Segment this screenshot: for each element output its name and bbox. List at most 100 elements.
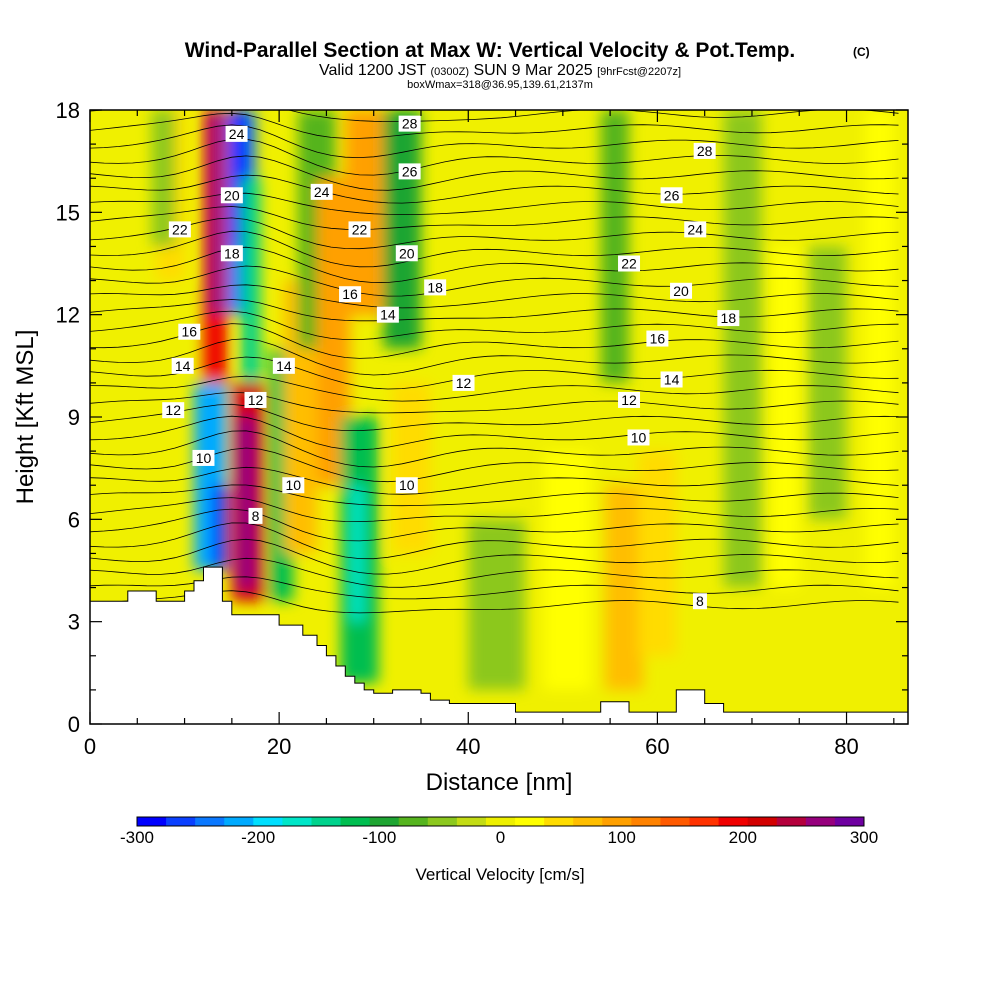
isentrope-line <box>90 447 899 483</box>
colorbar: -300 -200 -100 0 100 200 300 <box>120 816 878 847</box>
contour-label-text: 14 <box>664 371 680 387</box>
contour-label: 24 <box>310 183 333 200</box>
isentrope-line <box>90 356 899 390</box>
colorbar-swatch <box>544 817 574 826</box>
contour-label-bg <box>220 245 243 262</box>
isentrope-line <box>90 338 899 376</box>
x-axis: 0 20 40 60 80 <box>84 110 895 759</box>
contour-label-text: 16 <box>342 286 358 302</box>
x-axis-title: Distance [nm] <box>426 769 573 796</box>
contour-label-bg <box>660 371 683 388</box>
contour-label-text: 12 <box>248 392 264 408</box>
isentrope-line <box>90 323 899 359</box>
isentrope-line <box>90 138 899 176</box>
contour-label-text: 28 <box>402 116 418 132</box>
contour-label: 26 <box>398 163 421 180</box>
colorbar-swatch <box>515 817 545 826</box>
contour-label: 12 <box>244 391 267 408</box>
isentrope-line <box>90 508 899 542</box>
y-axis: 0 3 6 9 12 15 18 <box>56 98 908 737</box>
isentrope-line <box>90 299 899 322</box>
contour-label-bg <box>225 125 248 142</box>
velocity-cell <box>770 246 800 588</box>
contour-label: 12 <box>618 391 641 408</box>
contour-label: 22 <box>348 221 371 238</box>
colorbar-swatch <box>340 817 371 826</box>
contour-label: 16 <box>178 323 201 340</box>
colorbar-swatch <box>282 817 312 826</box>
velocity-cell <box>723 110 762 588</box>
contour-label: 12 <box>452 374 475 391</box>
contour-label-bg <box>618 255 641 272</box>
contour-label-text: 24 <box>314 184 330 200</box>
colorbar-swatch <box>166 817 196 826</box>
x-tick-label: 80 <box>834 734 858 759</box>
colorbar-swatch <box>253 817 283 826</box>
contour-label-text: 28 <box>697 143 713 159</box>
contour-label-text: 18 <box>224 245 240 261</box>
contour-label-bg <box>692 593 707 610</box>
contour-label: 16 <box>339 286 362 303</box>
contour-label-text: 14 <box>276 358 292 374</box>
contour-label-text: 10 <box>631 429 647 445</box>
isentrope-line <box>90 430 899 468</box>
velocity-cell <box>392 382 431 554</box>
contour-label: 8 <box>248 507 263 524</box>
isentrope-line <box>90 557 899 588</box>
isentrope-line <box>90 415 899 451</box>
isentrope-line <box>90 112 899 139</box>
colorbar-title: Vertical Velocity [cm/s] <box>415 865 584 884</box>
contour-label-text: 22 <box>172 221 188 237</box>
velocity-cell <box>865 110 894 588</box>
contour-label-text: 10 <box>399 477 415 493</box>
contour-label: 12 <box>162 402 185 419</box>
isentrope-line <box>90 217 899 250</box>
contour-label: 10 <box>627 429 650 446</box>
contour-label-bg <box>220 187 243 204</box>
contour-label: 18 <box>220 245 243 262</box>
isentrope-line <box>90 230 899 268</box>
colorbar-swatch <box>427 817 458 826</box>
contour-label-text: 16 <box>650 331 666 347</box>
contour-label-bg <box>627 429 650 446</box>
isentrope-line <box>90 538 899 575</box>
contour-label-text: 26 <box>664 187 680 203</box>
x-tick-label: 40 <box>456 734 480 759</box>
valid-utc: (0300Z) <box>430 66 469 78</box>
forecast-info: [9hrFcst@2207z] <box>597 66 681 78</box>
colorbar-swatch <box>311 817 342 826</box>
contour-label: 24 <box>684 221 707 238</box>
isentrope-line <box>90 497 899 523</box>
colorbar-tick-label: -100 <box>362 828 396 847</box>
terrain <box>90 566 908 724</box>
colorbar-swatch <box>195 817 225 826</box>
velocity-cell <box>350 485 365 622</box>
isentrope-line <box>90 590 899 614</box>
velocity-cell <box>208 110 223 315</box>
plot-area <box>90 110 908 724</box>
contour-label-bg <box>452 374 475 391</box>
colorbar-tick-label: 200 <box>729 828 757 847</box>
colorbar-tick-label: 100 <box>607 828 635 847</box>
contour-label: 8 <box>692 593 707 610</box>
contour-label-text: 22 <box>352 221 368 237</box>
colorbar-tick-label: 300 <box>850 828 878 847</box>
y-tick-label: 18 <box>56 98 80 123</box>
velocity-cell <box>236 417 256 588</box>
contour-label-bg <box>398 115 421 132</box>
contour-label-text: 18 <box>427 279 443 295</box>
colorbar-swatch <box>137 817 167 826</box>
contour-label-text: 10 <box>196 450 212 466</box>
contour-label-text: 24 <box>229 126 245 142</box>
contour-label-text: 12 <box>165 402 181 418</box>
contour-label: 22 <box>618 255 641 272</box>
contour-label-text: 18 <box>721 310 737 326</box>
isentrope-lines <box>90 110 899 614</box>
colorbar-tick-label: -200 <box>241 828 275 847</box>
velocity-cell <box>468 519 526 690</box>
contour-label-bg <box>192 449 215 466</box>
contour-label-bg <box>424 279 447 296</box>
contour-label-bg <box>398 163 421 180</box>
contour-label-text: 8 <box>696 593 704 609</box>
velocity-cell <box>638 451 677 656</box>
